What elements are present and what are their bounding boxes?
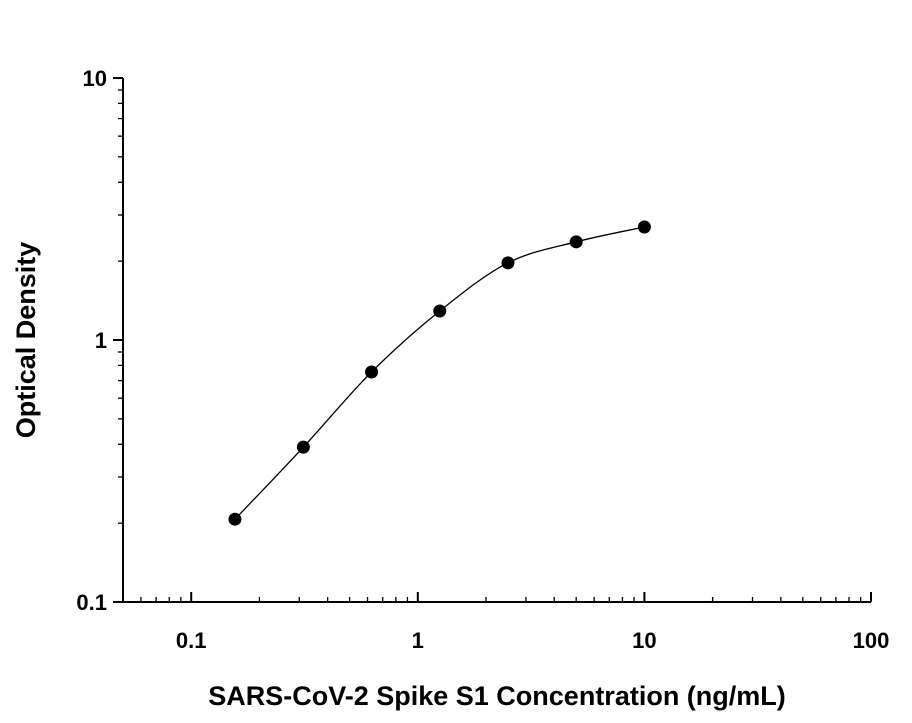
y-tick-label: 1 — [95, 328, 107, 353]
x-tick-label: 10 — [632, 628, 656, 653]
x-tick-label: 0.1 — [176, 628, 207, 653]
y-axis-label: Optical Density — [11, 242, 41, 439]
axes — [113, 77, 872, 603]
data-point — [365, 365, 379, 379]
tick-labels: 0.1 1 10 0.1 1 10 100 — [76, 66, 889, 653]
data-points — [228, 220, 651, 526]
x-tick-label: 1 — [412, 628, 424, 653]
data-point — [569, 235, 583, 249]
data-point — [501, 256, 515, 270]
data-point — [228, 512, 242, 526]
y-tick-label: 10 — [83, 66, 107, 91]
data-point — [637, 220, 651, 234]
y-tick-label: 0.1 — [76, 590, 107, 615]
x-axis-label: SARS-CoV-2 Spike S1 Concentration (ng/mL… — [208, 681, 786, 711]
data-point — [296, 440, 310, 454]
data-point — [433, 304, 447, 318]
x-tick-label: 100 — [853, 628, 890, 653]
fit-curve — [234, 226, 645, 520]
